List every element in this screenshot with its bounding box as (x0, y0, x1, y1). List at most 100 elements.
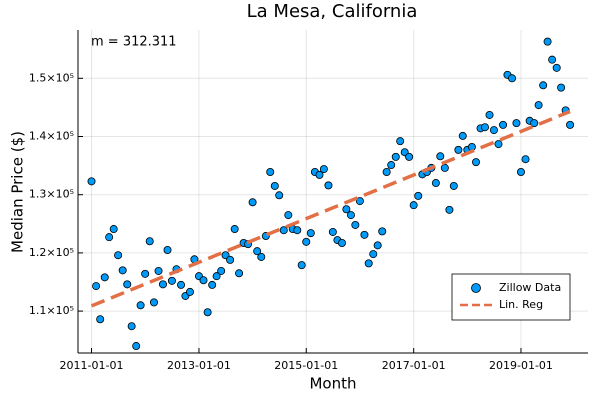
data-point (539, 81, 548, 90)
data-point (499, 120, 508, 129)
data-point (105, 233, 114, 242)
y-tick-label: 1.1×10⁵ (29, 304, 74, 317)
data-point (177, 280, 186, 289)
data-point (154, 266, 163, 275)
data-point (449, 181, 458, 190)
regression-line (90, 109, 571, 308)
data-point (266, 168, 275, 177)
data-point (382, 168, 391, 177)
data-point (436, 152, 445, 161)
data-point (324, 181, 333, 190)
data-point (100, 273, 109, 282)
x-tick-label: 2019-01-01 (489, 359, 553, 372)
data-point (405, 152, 414, 161)
y-axis-label: Median Price ($) (9, 131, 27, 253)
data-point (489, 126, 498, 135)
data-point (297, 261, 306, 270)
legend-label: Lin. Reg (499, 298, 543, 311)
data-point (217, 266, 226, 275)
data-point (127, 322, 136, 331)
data-point (369, 250, 378, 259)
data-point (92, 282, 101, 291)
data-point (328, 227, 337, 236)
data-point (373, 241, 382, 250)
data-point (431, 179, 440, 188)
data-point (458, 131, 467, 140)
data-point (279, 226, 288, 235)
data-point (440, 163, 449, 172)
data-point (530, 119, 539, 128)
data-point (136, 301, 145, 310)
data-point (185, 287, 194, 296)
data-point (284, 211, 293, 220)
data-point (203, 308, 212, 317)
data-point (253, 247, 262, 256)
data-point (114, 251, 123, 260)
y-tick-label: 1.4×10⁵ (29, 130, 74, 143)
legend: Zillow Data Lin. Reg (451, 273, 571, 321)
data-point (96, 315, 105, 324)
data-point (508, 74, 517, 83)
data-point (364, 259, 373, 268)
legend-box (451, 273, 571, 321)
data-point (494, 140, 503, 149)
x-tick-label: 2013-01-01 (167, 359, 231, 372)
data-point (355, 197, 364, 206)
data-point (351, 220, 360, 229)
data-point (346, 211, 355, 220)
data-point (149, 298, 158, 307)
data-point (337, 239, 346, 248)
data-point (109, 225, 118, 234)
data-point (235, 269, 244, 278)
data-point (270, 181, 279, 190)
data-point (566, 120, 575, 129)
x-tick-label: 2011-01-01 (60, 359, 124, 372)
x-tick-label: 2015-01-01 (274, 359, 338, 372)
data-point (378, 227, 387, 236)
data-point (534, 101, 543, 110)
data-point (145, 237, 154, 246)
y-tick-label: 1.3×10⁵ (29, 188, 74, 201)
annotation: m = 312.311 (91, 35, 177, 50)
data-point (275, 191, 284, 200)
x-axis-label: Month (309, 375, 356, 393)
data-point (543, 37, 552, 46)
data-point (485, 110, 494, 119)
data-point (302, 237, 311, 246)
data-point (480, 123, 489, 132)
data-point (293, 226, 302, 235)
legend-marker (471, 283, 481, 293)
data-point (158, 280, 167, 289)
data-point (409, 201, 418, 210)
x-tick-label: 2017-01-01 (382, 359, 446, 372)
data-point (396, 137, 405, 146)
data-point (472, 158, 481, 167)
data-point (548, 55, 557, 64)
y-tick-label: 1.5×10⁵ (29, 71, 74, 84)
data-point (516, 168, 525, 177)
data-point (319, 165, 328, 174)
data-point (315, 170, 324, 179)
data-point (118, 266, 127, 275)
data-point (163, 245, 172, 254)
data-point (414, 191, 423, 200)
data-point (167, 276, 176, 285)
data-point (226, 255, 235, 264)
data-point (391, 152, 400, 161)
data-point (248, 198, 257, 207)
data-point (87, 177, 96, 186)
legend-label: Zillow Data (499, 281, 561, 294)
data-point (141, 269, 150, 278)
data-point (199, 276, 208, 285)
data-point (230, 225, 239, 234)
data-point (208, 280, 217, 289)
data-point (454, 145, 463, 154)
y-tick-label: 1.2×10⁵ (29, 246, 74, 259)
data-point (257, 252, 266, 261)
data-point (512, 119, 521, 128)
data-point (212, 272, 221, 281)
data-point (445, 205, 454, 214)
data-point (306, 229, 315, 238)
data-point (387, 161, 396, 170)
